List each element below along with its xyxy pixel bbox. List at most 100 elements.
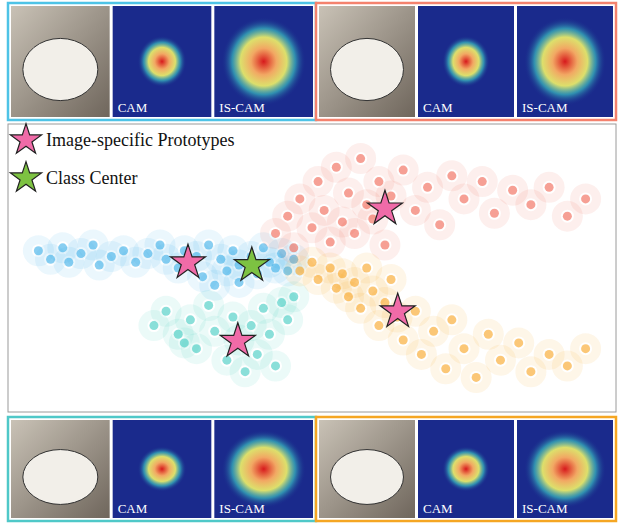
embedding-point	[399, 166, 408, 175]
activation	[221, 17, 305, 106]
embedding-point	[228, 312, 237, 321]
legend-label: Class Center	[46, 168, 138, 188]
heatmap-label: IS-CAM	[219, 100, 265, 115]
heatmap-label: CAM	[118, 100, 148, 115]
embedding-point	[356, 304, 365, 313]
panel-border	[8, 3, 316, 120]
embedding-point	[411, 206, 420, 215]
embedding-point	[241, 367, 250, 376]
legend-symbol	[10, 162, 41, 192]
embedding-point	[283, 315, 292, 324]
photo	[11, 420, 110, 518]
image-panel: CAM IS-CAM	[8, 3, 316, 120]
embedding-point	[563, 212, 572, 221]
prototype-star	[234, 247, 269, 280]
embedding-point	[496, 356, 505, 365]
embedding-point	[429, 327, 438, 336]
marks	[34, 154, 590, 382]
image-panel: CAMIS-CAM	[316, 3, 616, 120]
embedding-point	[186, 315, 195, 324]
photo	[319, 420, 415, 518]
embedding-point	[478, 177, 487, 186]
figure: CAMIS-CAMCAMIS-CAMCAMIS-CAMCAMIS-CAMImag…	[0, 0, 621, 525]
embedding-point	[387, 275, 396, 284]
heatmap	[418, 420, 514, 518]
heatmap	[418, 6, 514, 117]
embedding-point	[344, 189, 353, 198]
heatmap	[214, 6, 313, 117]
embedding-point	[356, 154, 365, 163]
cat-silhouette	[23, 450, 98, 505]
activation	[524, 17, 606, 106]
embedding-point	[332, 163, 341, 172]
heatmap	[214, 420, 313, 518]
embedding-point	[162, 307, 171, 316]
embedding-point	[460, 344, 469, 353]
activation	[138, 36, 187, 87]
embedding-point	[210, 281, 219, 290]
heatmap-label: CAM	[118, 501, 148, 516]
embedding-point	[253, 350, 262, 359]
heatmap	[517, 420, 613, 518]
legend-label: Image-specific Prototypes	[46, 130, 234, 150]
embedding-point	[447, 315, 456, 324]
embedding-point	[526, 200, 535, 209]
embedding-point	[526, 367, 535, 376]
embedding-point	[545, 350, 554, 359]
embedding-point	[423, 183, 432, 192]
legend: Image-specific Prototypes Class Center	[10, 124, 234, 192]
embedding-point	[484, 330, 493, 339]
prototype-star	[380, 293, 415, 326]
heatmap-label: CAM	[423, 501, 453, 516]
embedding-point	[374, 321, 383, 330]
embedding-point	[271, 229, 280, 238]
image-panel: CAM IS-CAM	[316, 417, 616, 521]
embedding-point	[295, 194, 304, 203]
prototype-star	[170, 244, 205, 277]
prototype-star	[367, 190, 402, 223]
heatmap-label: IS-CAM	[219, 501, 265, 516]
plot-frame	[8, 124, 616, 412]
embedding-point	[447, 171, 456, 180]
panel-border	[316, 3, 616, 120]
embedding-point	[545, 183, 554, 192]
legend-symbol	[10, 124, 41, 154]
embedding-point	[180, 338, 189, 347]
embedding-point	[362, 264, 371, 273]
embedding-point	[204, 301, 213, 310]
embedding-point	[472, 373, 481, 382]
embedding-point	[283, 212, 292, 221]
embedding-point	[460, 194, 469, 203]
embedding-point	[581, 344, 590, 353]
embedding-point	[581, 194, 590, 203]
embedding-point	[514, 338, 523, 347]
embedding-point	[563, 361, 572, 370]
activation	[442, 36, 490, 87]
embedding-point	[271, 361, 280, 370]
embedding-point	[265, 330, 274, 339]
photo	[319, 6, 415, 117]
activation	[524, 430, 606, 508]
heatmap-label: IS-CAM	[522, 501, 568, 516]
embedding-point	[380, 240, 389, 249]
embedding-point	[314, 177, 323, 186]
image-panel: CAM IS-CAM	[8, 417, 316, 521]
embedding-point	[508, 186, 517, 195]
embedding-point	[326, 238, 335, 247]
embedding-point	[417, 350, 426, 359]
embedding-point	[210, 327, 219, 336]
embedding-point	[289, 292, 298, 301]
embedding-point	[247, 321, 256, 330]
cat-silhouette	[23, 38, 98, 100]
panel-border	[316, 417, 616, 521]
activation	[442, 446, 490, 491]
embedding-point	[490, 209, 499, 218]
embedding-point	[222, 356, 231, 365]
heatmap	[517, 6, 613, 117]
heatmap	[113, 420, 212, 518]
heatmap-label: CAM	[423, 100, 453, 115]
activation	[138, 446, 187, 491]
activation	[221, 430, 305, 508]
photo	[11, 6, 110, 117]
heatmap	[113, 6, 212, 117]
